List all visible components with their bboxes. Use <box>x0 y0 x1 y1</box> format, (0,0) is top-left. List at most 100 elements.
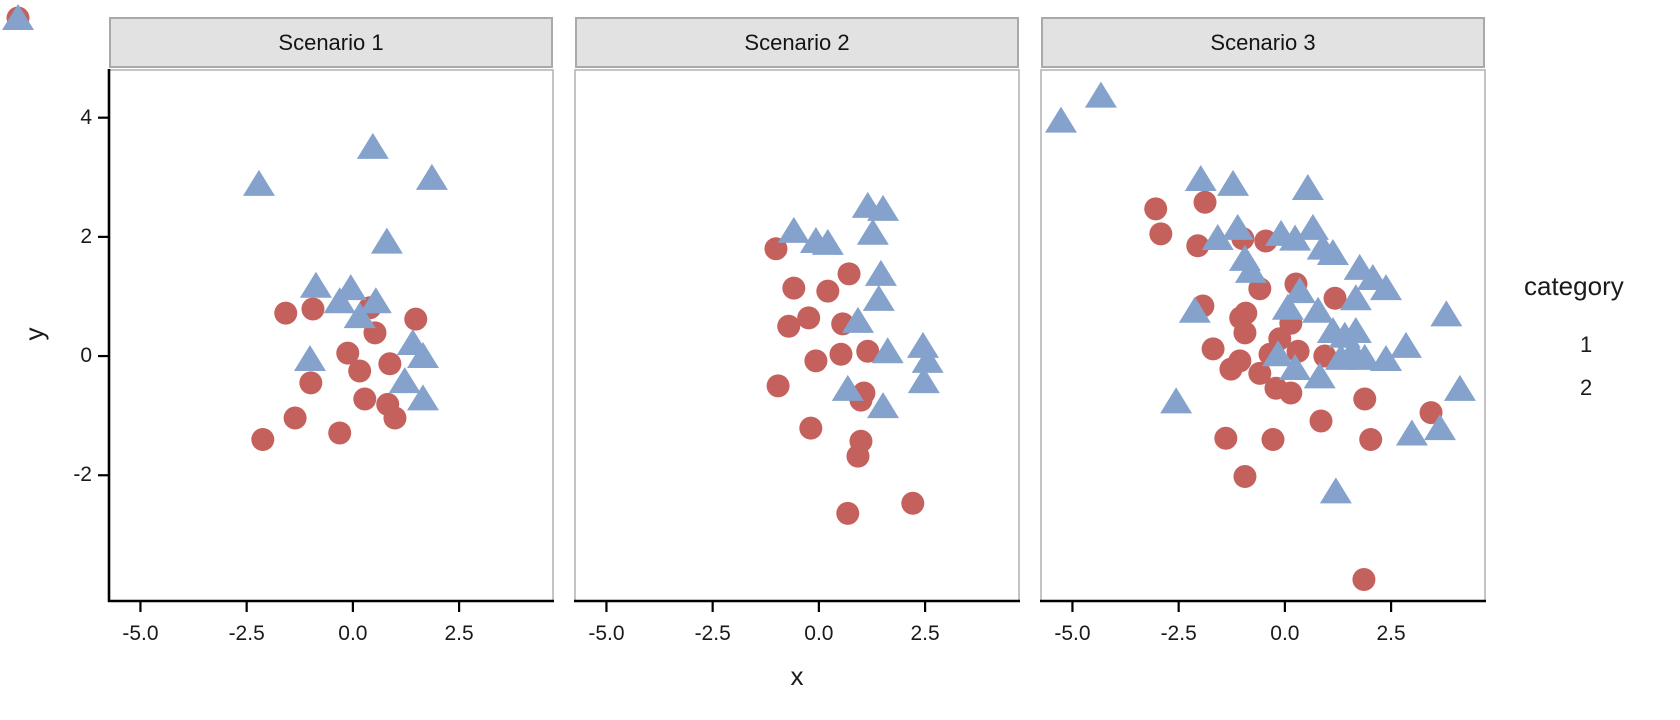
data-point-triangle <box>1430 300 1463 327</box>
data-point-triangle <box>831 374 864 401</box>
legend-item-label: 2 <box>1580 375 1593 400</box>
data-point-circle <box>1352 568 1376 592</box>
x-tick-label: 2.5 <box>444 622 473 645</box>
data-point-triangle <box>867 194 900 221</box>
y-tick-label: -2 <box>73 463 92 486</box>
data-point-circle <box>328 421 352 445</box>
data-point-triangle <box>1221 213 1254 240</box>
data-point-triangle <box>1339 317 1372 344</box>
data-point-circle <box>1286 339 1310 363</box>
data-point-circle <box>251 427 275 451</box>
data-point-circle <box>283 406 307 430</box>
data-point-triangle <box>1423 414 1456 441</box>
data-point-triangle <box>242 169 275 196</box>
facet-strip-label: Scenario 3 <box>1210 29 1316 55</box>
data-point-triangle <box>1302 296 1335 323</box>
data-point-circle <box>1186 234 1210 258</box>
y-tick-label: 2 <box>80 225 92 248</box>
data-point-circle <box>348 359 372 383</box>
data-point-circle <box>1419 401 1443 425</box>
data-point-triangle <box>356 132 389 159</box>
data-point-circle <box>301 297 325 321</box>
data-point-circle <box>378 352 402 376</box>
data-point-triangle <box>1339 284 1372 311</box>
facet-strip-label: Scenario 2 <box>744 29 850 55</box>
data-point-circle <box>383 406 407 430</box>
data-point-triangle <box>1370 345 1403 372</box>
x-tick-label: -2.5 <box>1161 622 1197 645</box>
data-point-circle <box>1261 427 1285 451</box>
data-point-circle <box>764 237 788 261</box>
data-point-triangle <box>1303 362 1336 389</box>
data-point-circle <box>836 501 860 525</box>
data-point-triangle <box>911 346 944 373</box>
data-point-circle <box>1309 409 1333 433</box>
data-point-circle <box>829 342 853 366</box>
data-point-circle <box>1193 190 1217 214</box>
y-tick-label: 4 <box>80 106 92 129</box>
data-point-triangle <box>299 271 332 298</box>
data-point-circle <box>1144 197 1168 221</box>
data-point-triangle <box>871 337 904 364</box>
x-tick-label: 2.5 <box>910 622 939 645</box>
data-point-triangle <box>1271 293 1304 320</box>
data-point-circle <box>353 387 377 411</box>
data-point-triangle <box>293 345 326 372</box>
data-point-circle <box>1323 286 1347 310</box>
data-point-triangle <box>1370 274 1403 301</box>
data-point-circle <box>1359 427 1383 451</box>
data-point-triangle <box>1084 81 1117 108</box>
data-point-circle <box>856 339 880 363</box>
data-point-circle <box>1219 357 1243 381</box>
data-point-triangle <box>1283 277 1316 304</box>
x-tick-label: 0.0 <box>804 622 833 645</box>
data-point-triangle <box>864 259 897 286</box>
facet-strip-scenario-1: Scenario 1 <box>109 17 553 68</box>
data-point-triangle <box>406 384 439 411</box>
x-tick-label: 2.5 <box>1376 622 1405 645</box>
facet-strip-scenario-2: Scenario 2 <box>575 17 1019 68</box>
x-tick-label: -5.0 <box>122 622 158 645</box>
data-point-circle <box>336 341 360 365</box>
data-point-triangle <box>323 287 356 314</box>
legend-item-label: 1 <box>1580 332 1593 357</box>
data-point-circle <box>1201 337 1225 361</box>
legend-title: category <box>1524 271 1624 301</box>
data-point-triangle <box>370 227 403 254</box>
data-point-triangle <box>1291 174 1324 200</box>
y-tick-label: 0 <box>80 344 92 367</box>
data-point-circle <box>1279 381 1303 405</box>
data-point-circle <box>404 307 428 331</box>
data-point-circle <box>799 416 823 440</box>
data-point-circle <box>1214 426 1238 450</box>
data-point-triangle <box>1160 387 1193 414</box>
data-point-triangle <box>415 163 448 190</box>
data-point-circle <box>1248 277 1272 301</box>
data-point-circle <box>274 301 298 325</box>
data-point-triangle <box>811 228 844 255</box>
x-axis-title: x <box>790 661 804 691</box>
x-tick-label: -5.0 <box>588 622 624 645</box>
data-point-triangle <box>1184 165 1217 192</box>
data-point-circle <box>1233 464 1257 488</box>
data-point-circle <box>299 371 323 395</box>
data-point-circle <box>797 306 821 330</box>
data-point-triangle <box>1279 224 1312 251</box>
data-point-triangle <box>1319 477 1352 504</box>
data-point-triangle <box>1395 419 1428 446</box>
facet-panel <box>108 69 554 602</box>
data-point-circle <box>1353 387 1377 411</box>
x-tick-label: 0.0 <box>1270 622 1299 645</box>
data-point-triangle <box>406 342 439 369</box>
data-point-triangle <box>777 216 810 243</box>
data-point-triangle <box>1234 256 1267 283</box>
data-point-triangle <box>856 218 889 245</box>
data-point-triangle <box>862 284 895 311</box>
facet-strip-scenario-3: Scenario 3 <box>1041 17 1485 68</box>
data-point-triangle <box>906 331 939 358</box>
facet-panel <box>574 69 1020 602</box>
data-point-triangle <box>1178 296 1211 323</box>
data-point-triangle <box>1389 331 1422 358</box>
